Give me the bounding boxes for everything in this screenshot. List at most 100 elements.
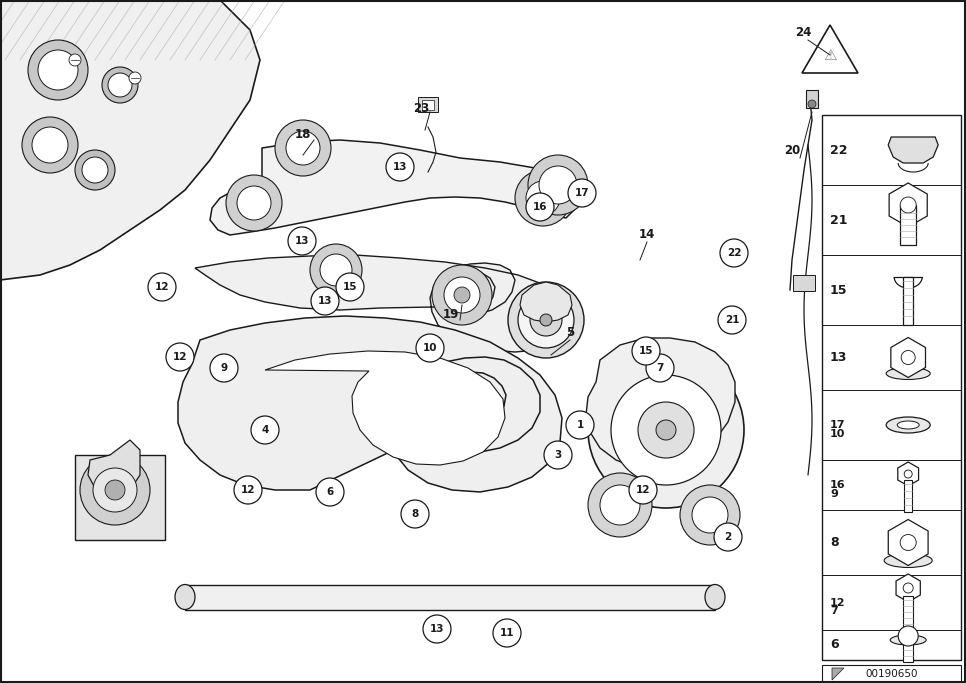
Text: 12: 12 — [636, 485, 650, 495]
Text: 13: 13 — [393, 162, 408, 172]
Polygon shape — [520, 282, 572, 322]
Circle shape — [210, 354, 238, 382]
Polygon shape — [888, 137, 938, 163]
Circle shape — [386, 153, 414, 181]
Circle shape — [288, 227, 316, 255]
Text: 9: 9 — [830, 489, 838, 499]
Text: 00190650: 00190650 — [866, 669, 918, 679]
Circle shape — [275, 120, 331, 176]
Circle shape — [493, 619, 521, 647]
Circle shape — [898, 626, 918, 646]
Text: 19: 19 — [442, 309, 459, 322]
Text: 20: 20 — [783, 143, 800, 156]
Circle shape — [226, 175, 282, 231]
Circle shape — [508, 282, 584, 358]
Circle shape — [720, 239, 748, 267]
Circle shape — [454, 287, 470, 303]
Circle shape — [600, 485, 640, 525]
Circle shape — [528, 155, 588, 215]
Text: ⚠: ⚠ — [823, 48, 837, 63]
Ellipse shape — [886, 417, 930, 433]
Circle shape — [692, 497, 728, 533]
Circle shape — [539, 166, 577, 204]
Text: 8: 8 — [412, 509, 418, 519]
Polygon shape — [896, 574, 921, 602]
Circle shape — [32, 127, 68, 163]
Circle shape — [544, 441, 572, 469]
Text: 17: 17 — [830, 420, 845, 430]
Bar — [904, 480, 912, 512]
Text: 22: 22 — [830, 143, 847, 156]
Text: 13: 13 — [830, 351, 847, 364]
Polygon shape — [832, 668, 844, 680]
Polygon shape — [889, 183, 927, 227]
Text: 17: 17 — [575, 188, 589, 198]
Text: 23: 23 — [412, 102, 429, 115]
Circle shape — [526, 181, 560, 215]
Circle shape — [93, 468, 137, 512]
Circle shape — [311, 287, 339, 315]
Text: 3: 3 — [554, 450, 561, 460]
Text: 12: 12 — [241, 485, 255, 495]
Text: 13: 13 — [318, 296, 332, 306]
Text: 10: 10 — [423, 343, 438, 353]
Circle shape — [900, 197, 916, 213]
Polygon shape — [265, 351, 505, 465]
Circle shape — [629, 476, 657, 504]
Circle shape — [632, 337, 660, 365]
Bar — [806, 90, 818, 108]
Polygon shape — [0, 0, 260, 280]
Text: 24: 24 — [795, 25, 811, 38]
Circle shape — [416, 334, 444, 362]
Circle shape — [336, 273, 364, 301]
Circle shape — [75, 150, 115, 190]
Bar — [822, 665, 961, 683]
Circle shape — [28, 40, 88, 100]
Ellipse shape — [886, 367, 930, 380]
Circle shape — [526, 193, 554, 221]
Circle shape — [718, 306, 746, 334]
Circle shape — [320, 254, 352, 286]
Circle shape — [714, 523, 742, 551]
Bar — [75, 455, 165, 540]
Circle shape — [148, 273, 176, 301]
Circle shape — [656, 420, 676, 440]
Polygon shape — [178, 316, 562, 492]
Circle shape — [234, 476, 262, 504]
Circle shape — [38, 50, 78, 90]
Circle shape — [900, 535, 916, 550]
Circle shape — [540, 314, 552, 326]
Text: 18: 18 — [295, 128, 311, 141]
Circle shape — [568, 179, 596, 207]
Circle shape — [530, 304, 562, 336]
Circle shape — [566, 411, 594, 439]
Circle shape — [588, 473, 652, 537]
Text: 15: 15 — [639, 346, 653, 356]
Bar — [793, 275, 815, 291]
Circle shape — [80, 455, 150, 525]
Ellipse shape — [884, 553, 932, 568]
Text: 12: 12 — [155, 282, 169, 292]
Text: 13: 13 — [430, 624, 444, 634]
Circle shape — [108, 73, 132, 97]
Bar — [422, 100, 434, 110]
Circle shape — [316, 478, 344, 506]
Circle shape — [518, 292, 574, 348]
Text: 16: 16 — [830, 480, 845, 490]
Circle shape — [166, 343, 194, 371]
Circle shape — [611, 375, 721, 485]
Bar — [900, 205, 916, 245]
Circle shape — [432, 265, 492, 325]
Ellipse shape — [897, 421, 920, 429]
Bar — [185, 585, 715, 610]
Bar — [903, 640, 913, 662]
Text: 22: 22 — [726, 248, 741, 258]
Circle shape — [680, 485, 740, 545]
Circle shape — [808, 100, 816, 108]
Circle shape — [588, 352, 744, 508]
Circle shape — [423, 615, 451, 643]
Circle shape — [105, 480, 125, 500]
Text: 12: 12 — [173, 352, 187, 362]
Text: 14: 14 — [639, 227, 655, 240]
Text: 11: 11 — [499, 628, 514, 638]
